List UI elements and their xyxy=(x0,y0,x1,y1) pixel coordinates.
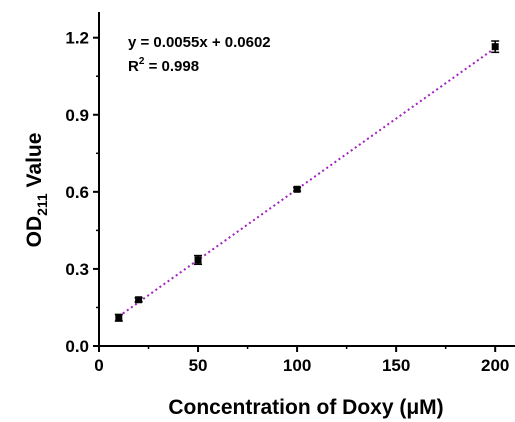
y-tick-label: 0.9 xyxy=(65,106,89,125)
y-axis-title-subscript: 211 xyxy=(34,193,50,216)
ticks-layer: 0 50 100 150 200 0.0 0.3 0.6 0.9 1.2 xyxy=(65,29,509,375)
y-axis-title-rest: Value xyxy=(23,133,46,194)
r2-superscript: 2 xyxy=(139,56,145,67)
fit-line-layer xyxy=(118,47,496,318)
y-axis-title-main: OD xyxy=(23,216,46,248)
x-tick-label: 150 xyxy=(382,356,410,375)
data-points-layer xyxy=(114,40,500,322)
data-point xyxy=(491,43,499,51)
x-tick-label: 50 xyxy=(189,356,208,375)
y-tick-label: 0.0 xyxy=(65,337,89,356)
x-tick-label: 0 xyxy=(94,356,103,375)
y-axis-title: OD211 Value xyxy=(23,133,50,248)
r-squared-annotation: R2 = 0.998 xyxy=(128,56,199,75)
y-tick-label: 0.3 xyxy=(65,260,89,279)
r2-value: = 0.998 xyxy=(144,58,199,75)
data-point xyxy=(293,185,301,193)
r2-prefix: R xyxy=(128,58,139,75)
data-point xyxy=(115,314,123,322)
y-tick-label: 0.6 xyxy=(65,183,89,202)
fit-line xyxy=(118,47,496,318)
y-tick-label: 1.2 xyxy=(65,29,89,48)
x-axis-title: Concentration of Doxy (μM) xyxy=(168,396,443,419)
data-point xyxy=(194,256,202,264)
x-tick-label: 200 xyxy=(481,356,509,375)
fit-equation: y = 0.0055x + 0.0602 xyxy=(128,34,271,51)
x-tick-label: 100 xyxy=(283,356,311,375)
data-point xyxy=(135,296,143,304)
